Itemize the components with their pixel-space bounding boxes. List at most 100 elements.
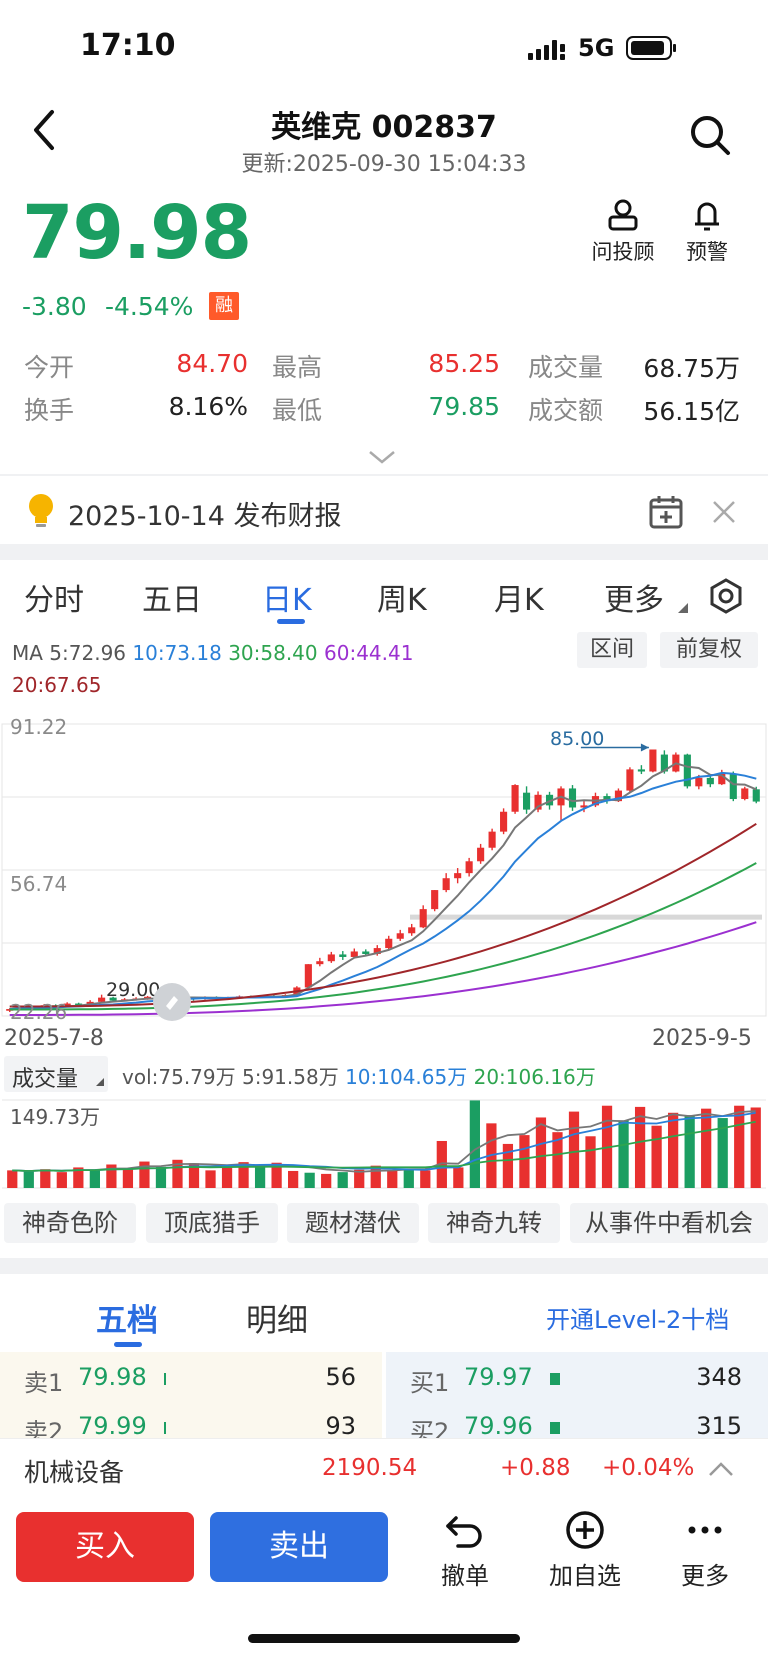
- tab-daily-k[interactable]: 日K: [262, 583, 312, 618]
- close-notice-icon[interactable]: [712, 500, 736, 528]
- chip-theme[interactable]: 题材潜伏: [287, 1203, 419, 1243]
- vol-ma5-line: [12, 1110, 756, 1173]
- buy-side: [386, 1352, 768, 1438]
- candle-body: [431, 890, 439, 910]
- candle-body: [86, 1001, 94, 1005]
- ma60-line: [9, 921, 757, 1016]
- volume-selector[interactable]: 成交量: [4, 1056, 108, 1092]
- volume-bar: [122, 1168, 134, 1188]
- volume-bar: [453, 1167, 464, 1188]
- stat-value: 84.70: [176, 349, 248, 378]
- cancel-order-button[interactable]: 撤单: [420, 1510, 510, 1591]
- vol-value: vol:75.79万: [122, 1065, 236, 1089]
- volume-bar: [205, 1170, 216, 1188]
- tab-five-level[interactable]: 五档: [96, 1303, 158, 1339]
- buy-button[interactable]: 买入: [16, 1512, 194, 1582]
- volume-bar: [40, 1169, 51, 1188]
- tab-weekly-k[interactable]: 周K: [377, 583, 427, 618]
- candle-body: [545, 794, 554, 806]
- level2-link[interactable]: 开通Level-2十档: [546, 1306, 730, 1334]
- chart-nav-icon[interactable]: [152, 982, 192, 1026]
- volume-bar: [734, 1105, 745, 1188]
- volume-bar: [238, 1162, 249, 1188]
- volume-bar: [89, 1169, 100, 1188]
- candle-body: [500, 811, 508, 832]
- more-button[interactable]: 更多: [660, 1510, 750, 1591]
- candle-body: [396, 933, 404, 939]
- volume-chart[interactable]: [0, 1096, 768, 1192]
- volume-bar: [73, 1167, 84, 1188]
- expand-chevron-icon[interactable]: [368, 450, 396, 470]
- candle-body: [362, 951, 370, 955]
- range-button[interactable]: 区间: [577, 632, 647, 668]
- candle-body: [741, 788, 749, 800]
- ma-prefix: MA: [12, 641, 43, 665]
- volume-bar: [155, 1166, 167, 1188]
- candle-body: [327, 954, 335, 962]
- calendar-add-icon[interactable]: [648, 494, 684, 534]
- more-icon: [688, 1526, 722, 1534]
- advisor-button[interactable]: 问投顾: [586, 198, 660, 266]
- battery-icon: [626, 35, 678, 65]
- chart-settings-icon[interactable]: [708, 578, 744, 618]
- volume-bar: [288, 1170, 299, 1188]
- chip-event[interactable]: 从事件中看机会: [570, 1203, 768, 1243]
- volume-bar: [221, 1165, 233, 1188]
- volume-bar: [139, 1161, 150, 1188]
- date-start: 2025-7-8: [4, 1026, 104, 1051]
- add-circle-icon: [566, 1511, 604, 1549]
- earnings-notice[interactable]: 2025-10-14 发布财报: [68, 501, 342, 532]
- volume-bar: [354, 1169, 365, 1188]
- sell-level-qty: 56: [325, 1363, 356, 1391]
- undo-icon: [446, 1516, 482, 1548]
- buy-level-label: 买1: [410, 1369, 450, 1397]
- kline-chart[interactable]: [0, 710, 768, 1028]
- chip-color-scale[interactable]: 神奇色阶: [4, 1203, 136, 1243]
- tab-timeshare[interactable]: 分时: [24, 583, 84, 618]
- candle-body: [580, 805, 588, 808]
- adjust-button[interactable]: 前复权: [660, 632, 758, 668]
- volume-bar: [403, 1168, 414, 1188]
- tab-monthly-k[interactable]: 月K: [494, 583, 544, 618]
- sell-level-label: 卖1: [24, 1369, 64, 1397]
- ma5-value: 5:72.96: [49, 641, 127, 665]
- sector-bar[interactable]: 机械设备 2190.54 +0.88 +0.04%: [0, 1438, 768, 1501]
- tab-details[interactable]: 明细: [246, 1303, 308, 1339]
- alert-button[interactable]: 预警: [676, 198, 738, 266]
- volume-bar: [552, 1132, 563, 1188]
- ma10-value: 10:73.18: [132, 641, 222, 665]
- ma5-line: [9, 762, 757, 1011]
- volume-bar: [321, 1173, 332, 1188]
- high-mark-arrowhead: [640, 743, 649, 752]
- volume-selector-label: 成交量: [12, 1067, 79, 1092]
- back-icon[interactable]: [30, 108, 60, 156]
- buy-level-price: 79.96: [464, 1412, 533, 1440]
- volume-bar: [172, 1159, 183, 1188]
- candle-body: [419, 909, 427, 928]
- ma20-value: 20:67.65: [12, 673, 102, 697]
- candle-body: [729, 773, 737, 800]
- search-icon[interactable]: [688, 113, 732, 161]
- update-time: 更新:2025-09-30 15:04:33: [241, 152, 527, 177]
- tab-more[interactable]: 更多: [604, 583, 664, 618]
- chip-nine-turn[interactable]: 神奇九转: [428, 1203, 560, 1243]
- add-watchlist-button[interactable]: 加自选: [540, 1510, 630, 1591]
- home-indicator: [248, 1634, 520, 1643]
- candle-body: [304, 964, 312, 988]
- volume-bar: [304, 1172, 315, 1188]
- volume-bar: [634, 1106, 646, 1188]
- ma60-value: 60:44.41: [324, 641, 414, 665]
- sector-change-pct: +0.04%: [602, 1455, 695, 1481]
- volume-bar: [701, 1108, 712, 1188]
- chip-top-bottom[interactable]: 顶底猎手: [146, 1203, 278, 1243]
- add-watchlist-label: 加自选: [549, 1562, 621, 1590]
- candle-body: [637, 769, 645, 772]
- volume-bar: [56, 1172, 67, 1188]
- candle-body: [511, 785, 519, 812]
- candle-body: [339, 954, 347, 957]
- volume-bar: [717, 1118, 728, 1188]
- sell-button[interactable]: 卖出: [210, 1512, 388, 1582]
- tab-five-day[interactable]: 五日: [142, 583, 202, 618]
- candle-body: [477, 847, 485, 862]
- sell-side: [0, 1352, 382, 1438]
